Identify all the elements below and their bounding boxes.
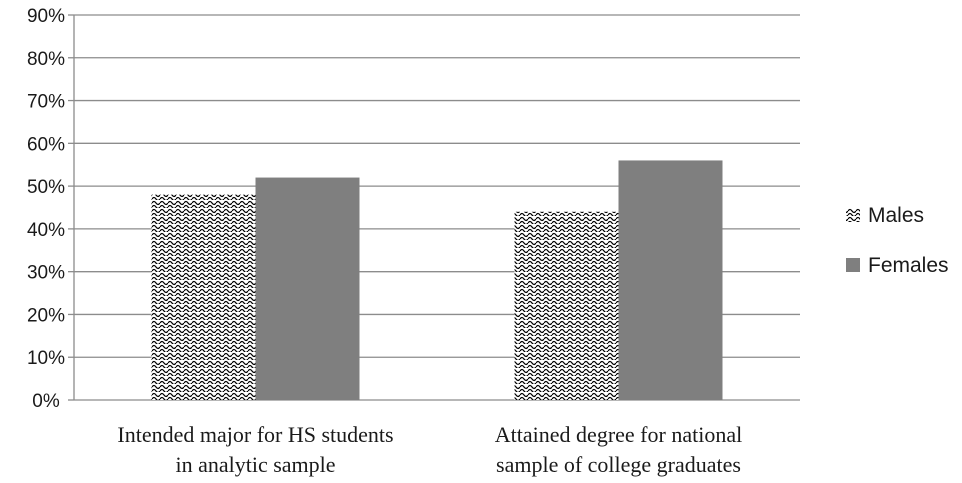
bar-males-2: [514, 211, 619, 400]
y-tick-label: 10%: [27, 348, 65, 369]
legend: Males Females: [846, 204, 949, 277]
y-tick-label: 40%: [27, 220, 65, 241]
x-category-label: sample of college graduates: [496, 452, 741, 477]
bar-females-1: [255, 177, 360, 400]
x-category-label: Attained degree for national: [495, 422, 742, 447]
y-tick-label: 50%: [27, 177, 65, 198]
y-tick-label: 60%: [27, 134, 65, 155]
bars: [151, 160, 723, 400]
legend-swatch-females: [846, 258, 860, 272]
y-tick-label: 80%: [27, 49, 65, 70]
x-category-label: Intended major for HS students: [117, 422, 393, 447]
legend-label-females: Females: [868, 254, 949, 277]
legend-swatch-males: [846, 208, 860, 222]
y-tick-label: 70%: [27, 92, 65, 113]
y-tick-label: 30%: [27, 263, 65, 284]
bar-females-2: [618, 160, 723, 400]
x-axis: Intended major for HS students in analyti…: [117, 422, 742, 477]
y-tick-label: 20%: [27, 305, 65, 326]
x-category-label: in analytic sample: [175, 452, 335, 477]
y-tick-label: 0%: [32, 391, 60, 412]
legend-label-males: Males: [868, 204, 924, 227]
y-tick-label: 90%: [27, 6, 65, 27]
y-axis: 0% 10% 20% 30% 40% 50% 60% 70% 80% 90%: [27, 6, 75, 412]
bar-males-1: [151, 194, 256, 400]
